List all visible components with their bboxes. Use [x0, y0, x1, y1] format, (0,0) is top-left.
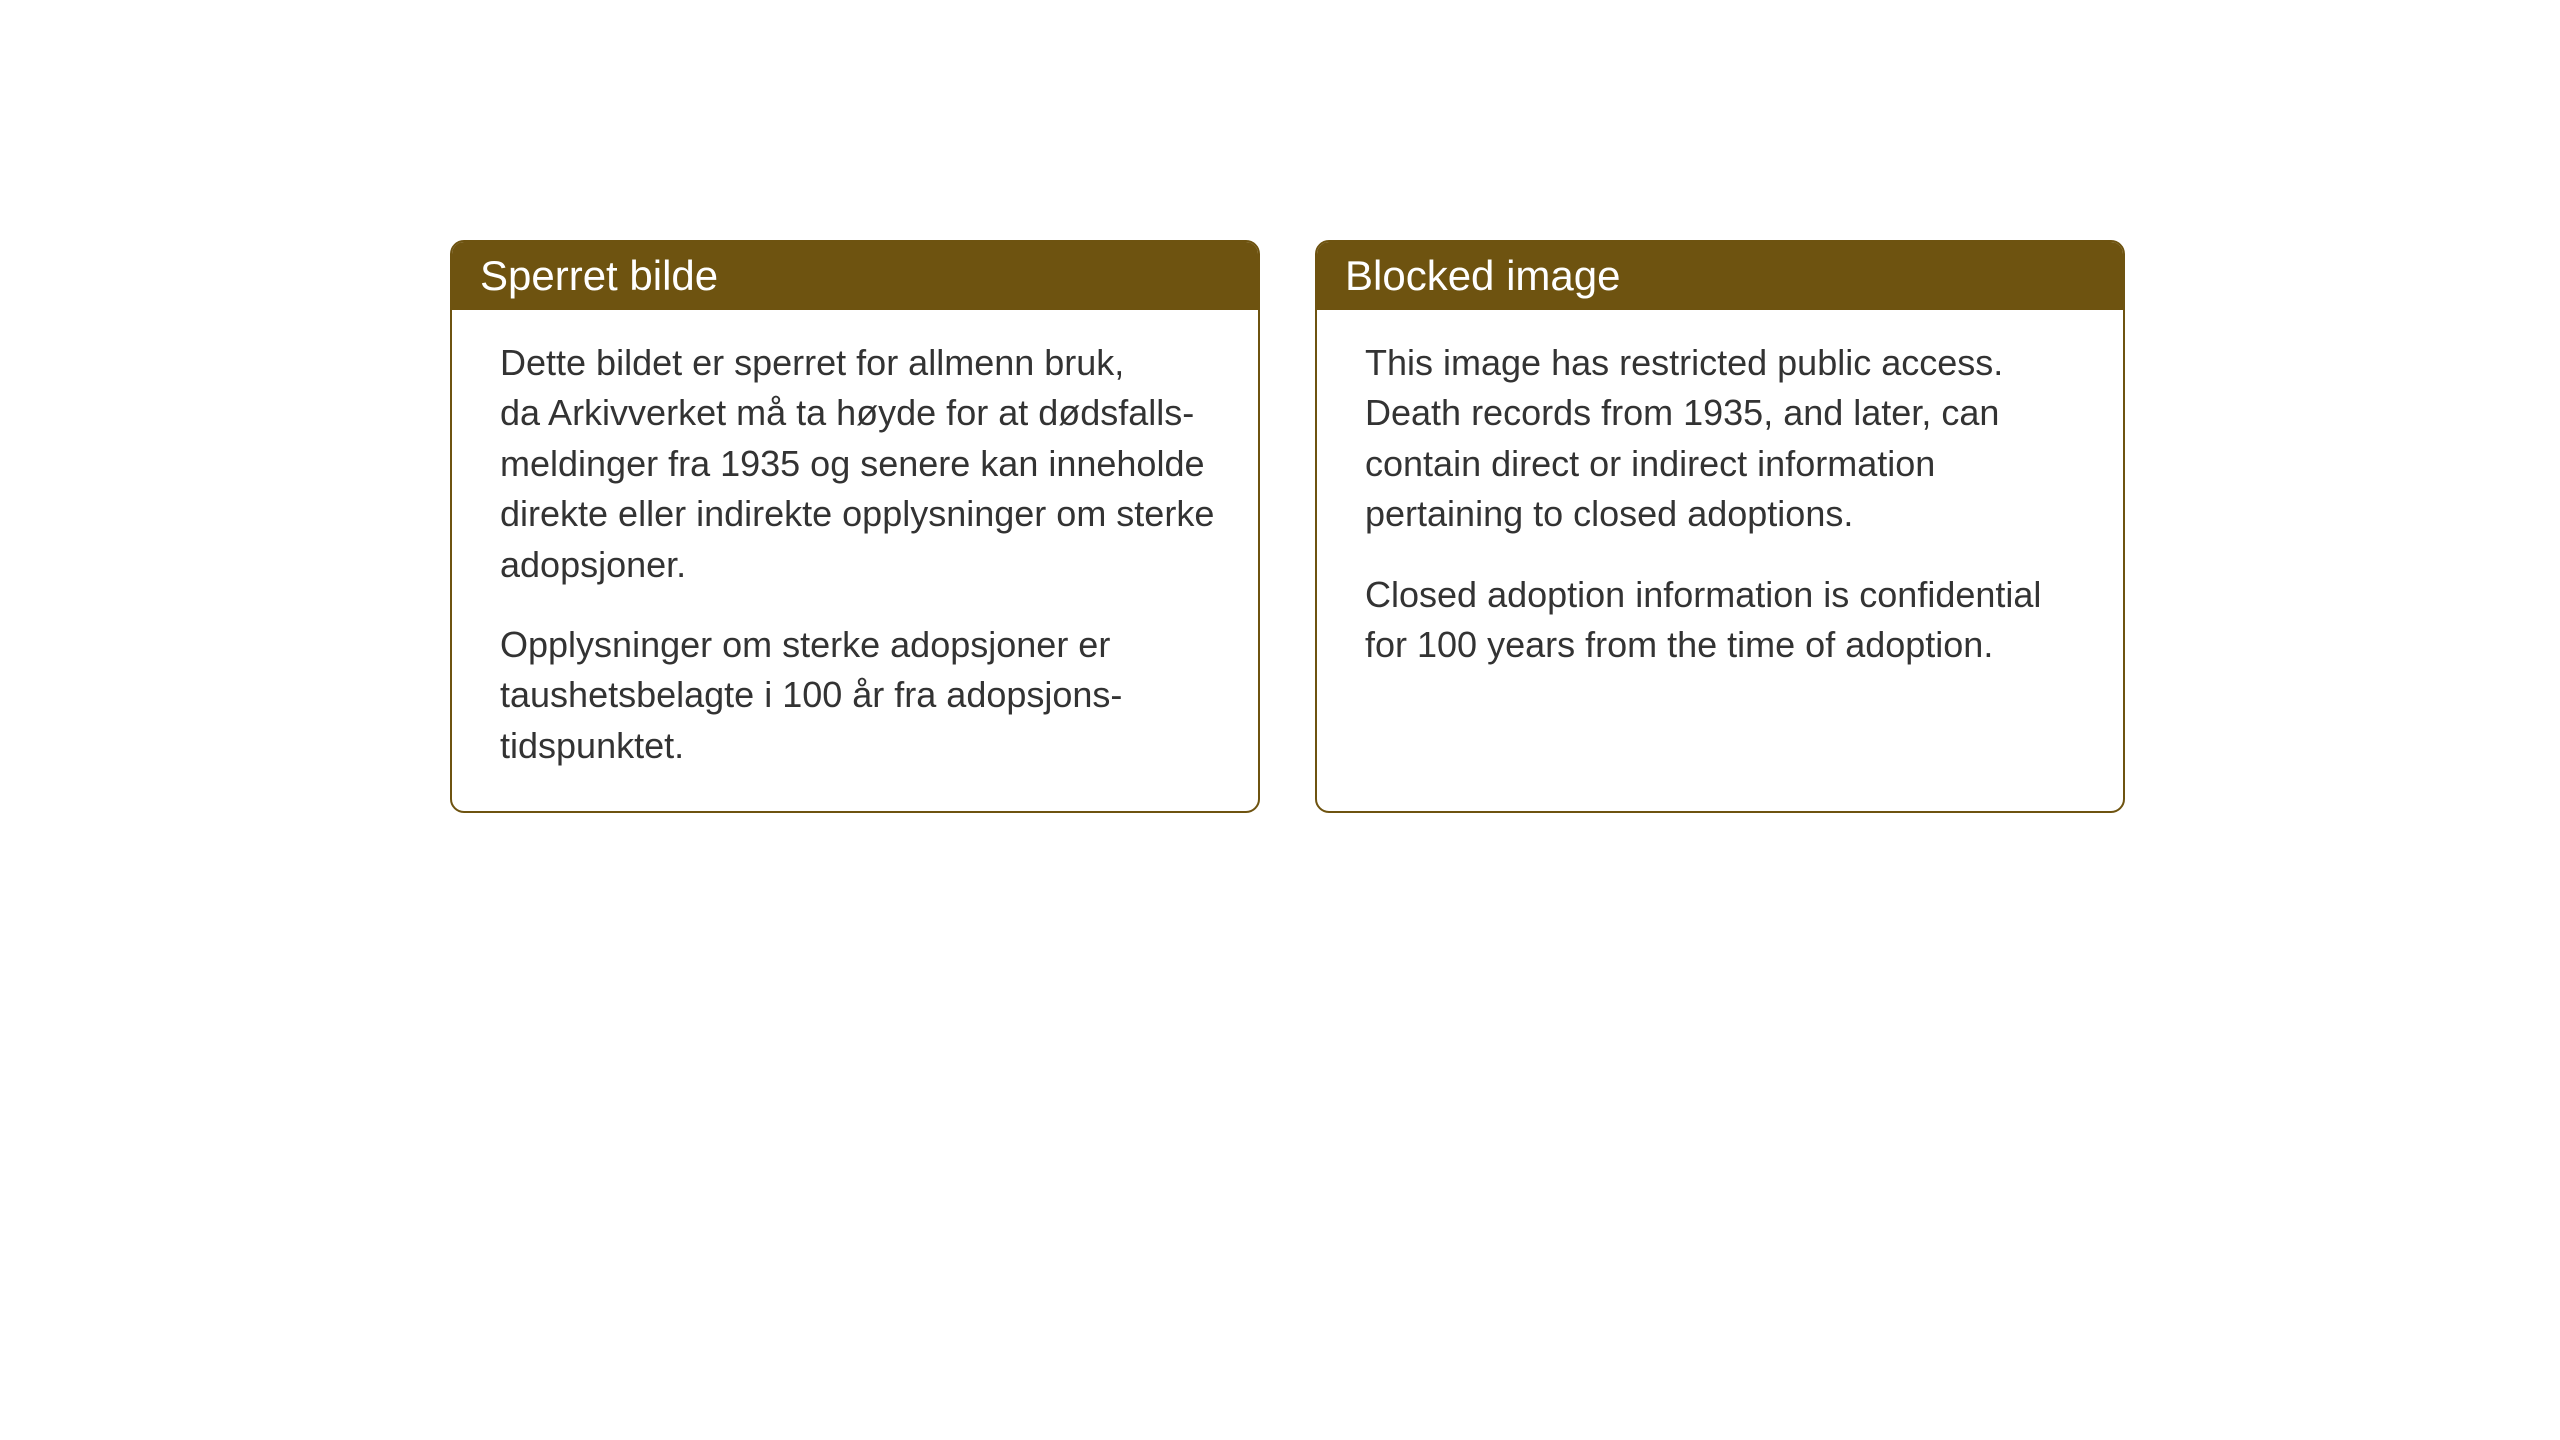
card-paragraph: Closed adoption information is confident… [1365, 570, 2075, 671]
text-line: da Arkivverket må ta høyde for at dødsfa… [500, 392, 1194, 433]
card-header-english: Blocked image [1317, 242, 2123, 310]
card-header-norwegian: Sperret bilde [452, 242, 1258, 310]
text-line: adopsjoner. [500, 544, 686, 585]
text-line: Opplysninger om sterke adopsjoner er [500, 624, 1110, 665]
text-line: contain direct or indirect information [1365, 443, 1935, 484]
text-line: Dette bildet er sperret for allmenn bruk… [500, 342, 1124, 383]
text-line: Closed adoption information is confident… [1365, 574, 2041, 615]
notice-card-norwegian: Sperret bilde Dette bildet er sperret fo… [450, 240, 1260, 813]
card-body-english: This image has restricted public access.… [1317, 310, 2123, 710]
text-line: meldinger fra 1935 og senere kan innehol… [500, 443, 1205, 484]
text-line: pertaining to closed adoptions. [1365, 493, 1853, 534]
text-line: for 100 years from the time of adoption. [1365, 624, 1993, 665]
card-paragraph: Opplysninger om sterke adopsjoner er tau… [500, 620, 1210, 771]
text-line: direkte eller indirekte opplysninger om … [500, 493, 1214, 534]
card-body-norwegian: Dette bildet er sperret for allmenn bruk… [452, 310, 1258, 811]
card-title-norwegian: Sperret bilde [480, 252, 718, 299]
card-title-english: Blocked image [1345, 252, 1620, 299]
text-line: Death records from 1935, and later, can [1365, 392, 1999, 433]
text-line: tidspunktet. [500, 725, 684, 766]
notice-card-english: Blocked image This image has restricted … [1315, 240, 2125, 813]
notice-container: Sperret bilde Dette bildet er sperret fo… [450, 240, 2125, 813]
text-line: This image has restricted public access. [1365, 342, 2003, 383]
text-line: taushetsbelagte i 100 år fra adopsjons- [500, 674, 1122, 715]
card-paragraph: Dette bildet er sperret for allmenn bruk… [500, 338, 1210, 590]
card-paragraph: This image has restricted public access.… [1365, 338, 2075, 540]
